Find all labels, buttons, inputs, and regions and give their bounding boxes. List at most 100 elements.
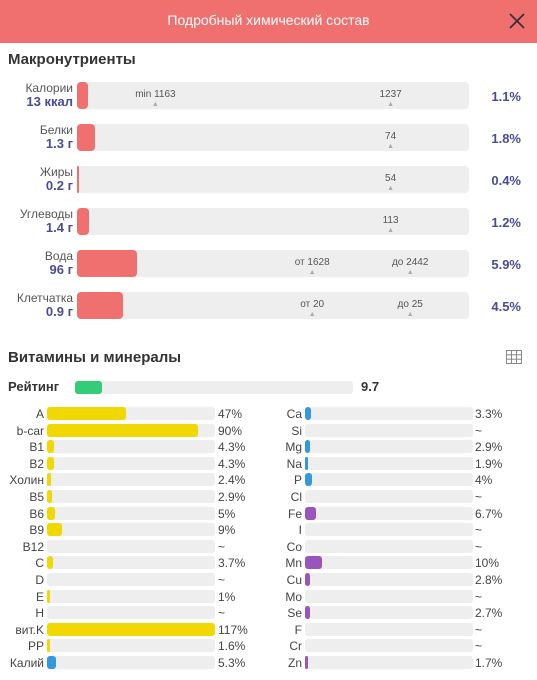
nutrient-name: C xyxy=(35,556,44,571)
nutrient-bar-fill xyxy=(47,656,56,669)
nutrient-bar-fill xyxy=(305,506,316,520)
nutrient-bar-fill xyxy=(47,622,215,636)
nutrient-bar-fill xyxy=(47,440,54,454)
norm-tick-label: от 20 xyxy=(300,299,325,310)
nutrient-bar-fill xyxy=(47,523,62,537)
nutrient-name: B2 xyxy=(29,456,44,471)
nutrient-name: E xyxy=(35,589,44,604)
nutrient-name: вит.K xyxy=(15,622,44,637)
nutrient-bar xyxy=(305,622,473,636)
macro-row: Калории 13 ккал min 1163 ▲ 1237 ▲ 1.1% xyxy=(0,81,537,112)
nutrient-percent: 4.3% xyxy=(218,440,246,455)
nutrient-percent: 9% xyxy=(218,523,236,538)
nutrient-bar-fill xyxy=(305,656,308,669)
norm-tick-label: 113 xyxy=(382,215,399,226)
nutrient-bar xyxy=(47,523,215,537)
norm-tick-label: до 2442 xyxy=(391,257,429,268)
macro-row: Вода 96 г от 1628 ▲ до 2442 ▲ 5.9% xyxy=(0,249,537,280)
nutrient-percent: 1% xyxy=(218,589,236,604)
macro-percent: 4.5% xyxy=(491,299,521,314)
nutrient-name: A xyxy=(35,407,44,421)
norm-tick-label: min 1163 xyxy=(135,89,176,100)
nutrient-bar-fill xyxy=(305,606,310,620)
tick-mark-icon: ▲ xyxy=(308,311,316,318)
nutrient-bar-fill xyxy=(47,506,55,520)
nutrient-percent: ~ xyxy=(475,423,483,438)
vitamins-section-title: Витамины и минералы xyxy=(8,349,182,366)
nutrient-bar-fill xyxy=(47,423,198,437)
rating-bar xyxy=(75,381,353,394)
nutrient-bar xyxy=(47,423,215,437)
nutrient-percent: 1.9% xyxy=(475,456,503,471)
nutrient-bar xyxy=(47,589,215,603)
nutrient-percent: 117% xyxy=(218,622,248,637)
nutrient-bar xyxy=(47,573,215,586)
nutrient-name: Si xyxy=(291,423,302,438)
nutrient-name: F xyxy=(294,622,302,637)
nutrient-percent: ~ xyxy=(218,573,226,587)
nutrient-bar xyxy=(47,473,215,487)
close-button[interactable] xyxy=(503,7,531,35)
norm-tick-label: до 25 xyxy=(397,299,423,310)
tick-mark-icon: ▲ xyxy=(308,269,316,276)
macro-bar-fill xyxy=(77,166,79,193)
nutrient-percent: ~ xyxy=(475,589,483,604)
macro-bar: 74 ▲ xyxy=(77,124,469,151)
macro-amount: 96 г xyxy=(49,262,74,277)
macro-bar-fill xyxy=(77,82,88,109)
macro-bar: min 1163 ▲ 1237 ▲ xyxy=(77,82,469,109)
nutrient-name: H xyxy=(35,606,44,621)
nutrient-name: Mg xyxy=(285,440,302,455)
nutrient-name: D xyxy=(35,573,44,587)
dialog-title: Подробный химический состав xyxy=(167,12,370,28)
nutrient-percent: ~ xyxy=(475,523,483,538)
nutrient-name: B9 xyxy=(29,523,44,538)
nutrient-percent: 2.4% xyxy=(218,473,246,488)
nutrient-percent: ~ xyxy=(475,539,483,554)
nutrient-bar xyxy=(47,656,215,669)
nutrient-name: Co xyxy=(286,539,302,554)
nutrient-name: Калий xyxy=(9,656,44,670)
nutrient-bar xyxy=(47,622,215,636)
table-view-button[interactable] xyxy=(506,350,522,364)
macro-bar: от 1628 ▲ до 2442 ▲ xyxy=(77,250,469,277)
macro-amount: 13 ккал xyxy=(26,94,73,109)
nutrient-name: Na xyxy=(286,456,302,471)
nutrient-bar-fill xyxy=(47,639,50,653)
nutrient-name: I xyxy=(298,523,302,538)
nutrient-percent: 5.3% xyxy=(218,656,246,670)
nutrient-percent: 4.3% xyxy=(218,456,246,471)
nutrient-name: Mo xyxy=(285,589,302,604)
macro-bar-fill xyxy=(77,124,95,151)
macro-amount: 0.9 г xyxy=(45,304,73,319)
nutrient-percent: 2.8% xyxy=(475,573,503,587)
macro-percent: 1.2% xyxy=(491,215,521,230)
tick-mark-icon: ▲ xyxy=(406,269,414,276)
nutrient-bar-fill xyxy=(305,556,322,570)
tick-mark-icon: ▲ xyxy=(387,227,395,234)
nutrient-bar-fill xyxy=(305,407,311,420)
macro-amount: 0.2 г xyxy=(45,178,73,193)
nutrient-bar-fill xyxy=(47,556,53,570)
nutrient-bar-fill xyxy=(47,490,52,503)
macro-percent: 1.8% xyxy=(491,131,521,146)
norm-tick-label: 1237 xyxy=(379,89,402,100)
nutrient-percent: 5% xyxy=(218,506,236,521)
nutrient-bar xyxy=(305,606,473,620)
nutrient-bar-fill xyxy=(305,456,308,470)
nutrient-name: Cl xyxy=(290,490,302,504)
macro-amount: 1.4 г xyxy=(45,220,73,235)
nutrient-name: Ca xyxy=(286,407,302,421)
nutrient-bar xyxy=(47,639,215,653)
nutrient-bar xyxy=(305,506,473,520)
macro-row: Белки 1.3 г 74 ▲ 1.8% xyxy=(0,123,537,154)
nutrient-bar xyxy=(47,556,215,570)
nutrient-bar-fill xyxy=(47,473,51,487)
nutrient-name: Cr xyxy=(289,639,302,654)
macro-name: Жиры xyxy=(39,165,73,179)
nutrient-percent: 2.9% xyxy=(218,490,246,504)
rating-value: 9.7 xyxy=(361,379,380,394)
macro-name: Вода xyxy=(44,249,73,263)
nutrient-bar xyxy=(47,606,215,620)
nutrient-name: B5 xyxy=(29,490,44,504)
